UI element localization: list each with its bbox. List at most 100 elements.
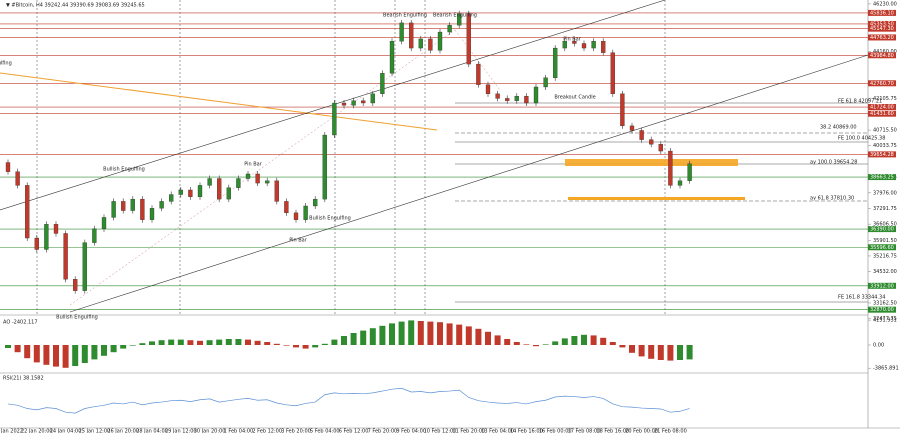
candle-body xyxy=(63,233,68,280)
candle-body xyxy=(101,217,107,230)
level-tag xyxy=(868,25,896,32)
x-tick-label: 6 Feb 12:00 xyxy=(339,429,369,433)
candle-body xyxy=(284,201,289,214)
level-label: 45836.10 xyxy=(870,10,894,16)
ao-bar xyxy=(677,345,683,360)
ao-bar xyxy=(33,345,40,363)
candle-body xyxy=(601,41,606,53)
level-tag xyxy=(868,282,896,289)
candle-body xyxy=(188,189,193,197)
candle-body xyxy=(130,198,135,211)
ao-bar xyxy=(504,339,511,345)
candle-body xyxy=(293,212,299,220)
y-tick-label: -3865.891 xyxy=(873,366,899,372)
candle-body xyxy=(207,178,212,186)
ao-bar xyxy=(485,331,491,345)
ao-bar xyxy=(581,334,587,345)
candle-body xyxy=(447,25,452,33)
candle-body xyxy=(44,224,49,250)
annotation: Bullish Engulfing xyxy=(103,167,145,173)
candle-body xyxy=(226,187,231,200)
annotation: ay 61.8 37810.30 xyxy=(810,196,854,202)
ao-bar xyxy=(369,328,376,345)
ao-bar xyxy=(139,343,146,345)
candle-body xyxy=(485,84,491,94)
ao-bar xyxy=(5,345,11,348)
x-tick-label: 28 Jan 04:00 xyxy=(136,429,168,433)
level-label: 38663.25 xyxy=(870,175,894,181)
x-tick-label: 16 Feb 00:00 xyxy=(539,429,572,433)
trend-line xyxy=(0,72,438,131)
ao-bar xyxy=(542,344,549,345)
level-tag xyxy=(868,52,896,59)
ao-bar xyxy=(360,330,367,345)
ao-bar xyxy=(283,345,290,346)
candle-body xyxy=(572,41,577,44)
candle-body xyxy=(668,150,673,186)
ao-bar xyxy=(177,339,184,345)
candle-body xyxy=(639,130,644,140)
candle-body xyxy=(274,180,279,202)
level-label: 35596.60 xyxy=(870,245,894,251)
candle-body xyxy=(149,208,155,220)
y-tick-label: 35216.75 xyxy=(873,253,897,259)
candle-body xyxy=(322,134,327,200)
candle-body xyxy=(418,38,423,49)
ao-bar xyxy=(350,333,357,345)
x-tick-label: 18 Feb 16:00 xyxy=(596,429,629,433)
candle-body xyxy=(111,201,116,218)
ao-bar xyxy=(43,345,50,365)
annotation: Pin Bar xyxy=(289,238,308,244)
level-label: 43984.80 xyxy=(870,53,894,59)
ao-bar xyxy=(657,345,664,360)
annotation: Pin Bar xyxy=(244,162,263,168)
ao-bar xyxy=(53,345,59,367)
ao-bar xyxy=(216,339,223,345)
y-tick-label: 40715.50 xyxy=(873,128,897,134)
candle-body xyxy=(245,173,251,179)
candle-body xyxy=(169,194,174,202)
candle-body xyxy=(265,180,270,184)
level-tag xyxy=(868,151,896,158)
level-label: 45353.50 xyxy=(870,21,894,27)
ao-bar xyxy=(101,345,107,356)
candle-body xyxy=(159,201,164,209)
annotation: Bullish Engulfing xyxy=(309,216,351,222)
ao-bar xyxy=(197,340,203,345)
ao-bar xyxy=(225,339,232,345)
zone xyxy=(565,159,738,166)
candle-body xyxy=(610,52,615,94)
candle-body xyxy=(553,47,558,78)
ao-bar xyxy=(206,340,213,345)
level-tag xyxy=(868,174,896,181)
level-label: 36390.00 xyxy=(870,227,894,233)
annotation: Engulfing xyxy=(0,61,12,67)
y-tick-label: 0.00 xyxy=(873,343,884,349)
ao-bar xyxy=(235,339,242,345)
candle-body xyxy=(255,173,260,184)
level-tag xyxy=(868,80,896,87)
ao-bar xyxy=(408,320,415,345)
candle-body xyxy=(457,13,462,26)
candle-body xyxy=(687,163,692,181)
ao-bar xyxy=(120,345,127,349)
ao-bar xyxy=(648,345,655,359)
x-tick-label: 20 Feb 00:00 xyxy=(625,429,658,433)
ao-bar xyxy=(72,345,79,366)
ao-bar xyxy=(254,340,261,345)
x-tick-label: 26 Jan 20:00 xyxy=(107,429,139,433)
ao-bar xyxy=(81,345,88,363)
y-tick-label: 32477.75 xyxy=(873,316,897,322)
candle-body xyxy=(466,13,471,65)
candle-body xyxy=(92,228,97,243)
level-label: 39654.28 xyxy=(870,152,894,158)
y-tick-label: 36606.50 xyxy=(873,222,897,228)
level-tag xyxy=(868,306,896,313)
level-label: 33912.00 xyxy=(870,283,894,289)
fib-line xyxy=(69,29,456,306)
ao-bar xyxy=(590,335,597,345)
pane-title: AO -2402.117 xyxy=(3,320,38,326)
candle-body xyxy=(476,63,481,85)
level-tag xyxy=(868,20,896,27)
ao-bar xyxy=(513,342,520,345)
